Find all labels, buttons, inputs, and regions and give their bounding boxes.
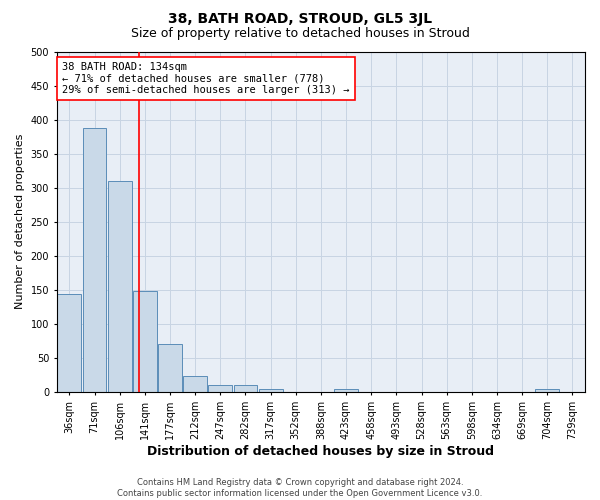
Bar xyxy=(259,389,283,392)
Bar xyxy=(233,385,257,392)
Text: 38, BATH ROAD, STROUD, GL5 3JL: 38, BATH ROAD, STROUD, GL5 3JL xyxy=(168,12,432,26)
Bar xyxy=(108,181,131,392)
Bar xyxy=(58,294,82,392)
Bar xyxy=(133,291,157,392)
Text: 38 BATH ROAD: 134sqm
← 71% of detached houses are smaller (778)
29% of semi-deta: 38 BATH ROAD: 134sqm ← 71% of detached h… xyxy=(62,62,350,95)
X-axis label: Distribution of detached houses by size in Stroud: Distribution of detached houses by size … xyxy=(148,444,494,458)
Bar xyxy=(535,389,559,392)
Bar xyxy=(158,344,182,392)
Text: Contains HM Land Registry data © Crown copyright and database right 2024.
Contai: Contains HM Land Registry data © Crown c… xyxy=(118,478,482,498)
Text: Size of property relative to detached houses in Stroud: Size of property relative to detached ho… xyxy=(131,28,469,40)
Y-axis label: Number of detached properties: Number of detached properties xyxy=(15,134,25,310)
Bar xyxy=(334,389,358,392)
Bar xyxy=(83,128,106,392)
Bar xyxy=(183,376,207,392)
Bar xyxy=(208,385,232,392)
